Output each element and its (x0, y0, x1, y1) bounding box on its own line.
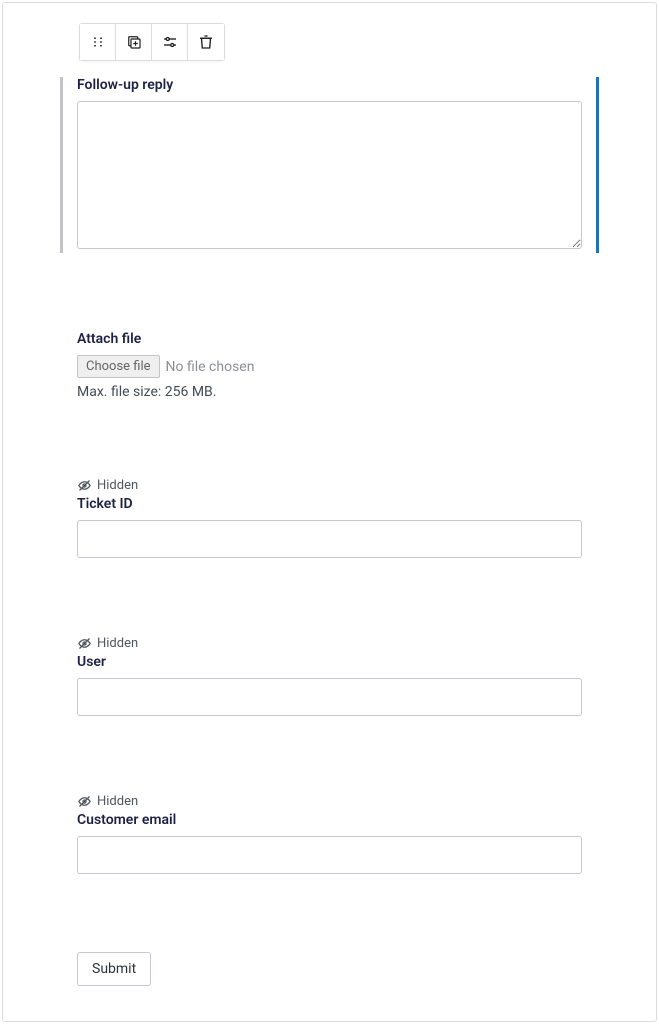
trash-icon (197, 33, 215, 51)
settings-button[interactable] (152, 24, 188, 60)
delete-button[interactable] (188, 24, 224, 60)
file-status-text: No file chosen (166, 359, 255, 375)
attach-file-label: Attach file (77, 331, 582, 347)
form-editor-frame: Follow-up reply Attach file Choose file … (2, 2, 657, 1022)
drag-icon (89, 33, 107, 51)
block-toolbar (79, 23, 225, 61)
choose-file-button[interactable]: Choose file (77, 355, 160, 378)
drag-handle-button[interactable] (80, 24, 116, 60)
ticket-id-block[interactable]: Hidden Ticket ID (77, 478, 582, 558)
hidden-icon (77, 794, 92, 809)
user-hidden-tag: Hidden (77, 636, 582, 651)
email-hidden-tag: Hidden (77, 794, 582, 809)
file-size-hint: Max. file size: 256 MB. (77, 384, 582, 400)
followup-reply-block[interactable]: Follow-up reply (60, 77, 582, 253)
ticket-hidden-text: Hidden (97, 478, 138, 493)
email-hidden-text: Hidden (97, 794, 138, 809)
customer-email-block[interactable]: Hidden Customer email (77, 794, 582, 874)
ticket-id-label: Ticket ID (77, 496, 582, 512)
hidden-icon (77, 636, 92, 651)
user-block[interactable]: Hidden User (77, 636, 582, 716)
customer-email-input[interactable] (77, 836, 582, 874)
followup-reply-label: Follow-up reply (77, 77, 582, 93)
file-input-row: Choose file No file chosen (77, 355, 582, 378)
user-label: User (77, 654, 582, 670)
ticket-hidden-tag: Hidden (77, 478, 582, 493)
ticket-id-input[interactable] (77, 520, 582, 558)
attach-file-block[interactable]: Attach file Choose file No file chosen M… (77, 331, 582, 400)
customer-email-label: Customer email (77, 812, 582, 828)
followup-reply-textarea[interactable] (77, 101, 582, 249)
sliders-icon (161, 33, 179, 51)
user-hidden-text: Hidden (97, 636, 138, 651)
hidden-icon (77, 478, 92, 493)
add-block-icon (125, 33, 143, 51)
user-input[interactable] (77, 678, 582, 716)
form-content: Follow-up reply Attach file Choose file … (3, 3, 656, 1016)
selection-accent (596, 77, 599, 253)
submit-button[interactable]: Submit (77, 952, 151, 986)
add-block-button[interactable] (116, 24, 152, 60)
